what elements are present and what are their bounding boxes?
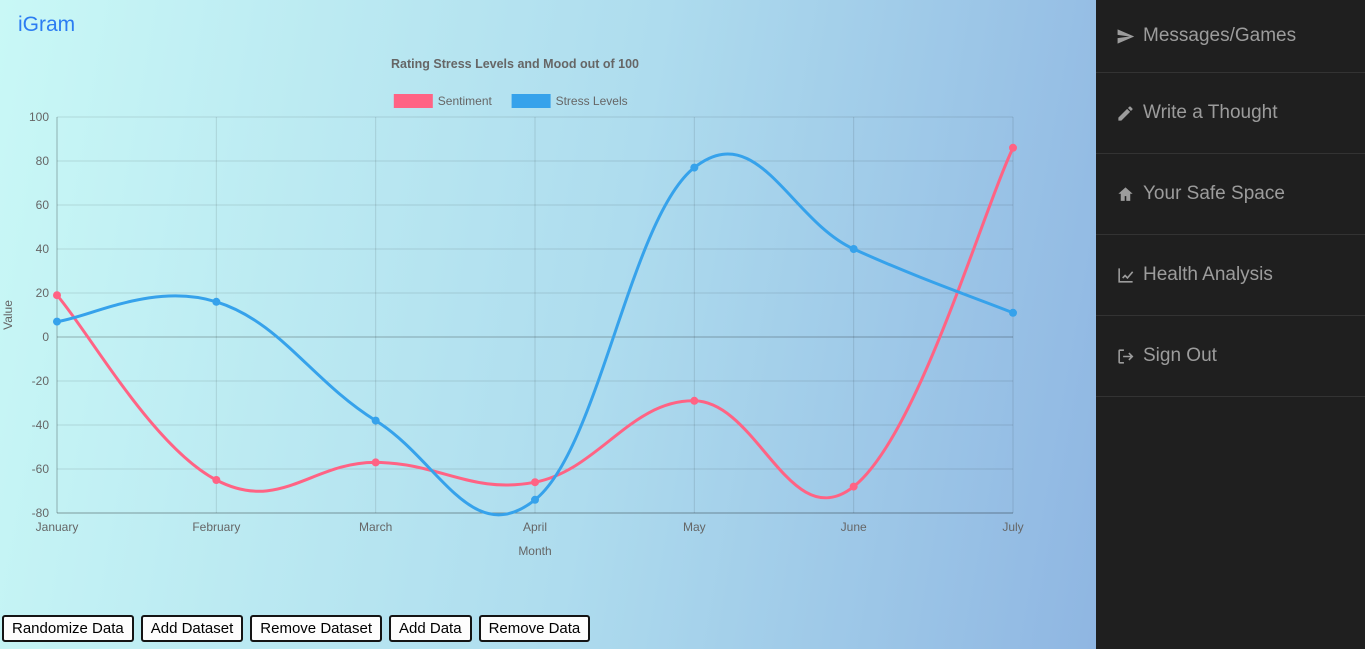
sidebar-item-label: Your Safe Space bbox=[1143, 183, 1285, 204]
randomize-data-button[interactable]: Randomize Data bbox=[2, 615, 134, 642]
sidebar-item-your-safe-space[interactable]: Your Safe Space bbox=[1096, 154, 1365, 235]
svg-text:-80: -80 bbox=[32, 506, 50, 520]
svg-text:40: 40 bbox=[36, 242, 50, 256]
svg-text:Sentiment: Sentiment bbox=[438, 94, 493, 108]
svg-text:May: May bbox=[683, 520, 706, 534]
sidebar-item-health-analysis[interactable]: Health Analysis bbox=[1096, 235, 1365, 316]
remove-dataset-button[interactable]: Remove Dataset bbox=[250, 615, 383, 642]
chart-toolbar: Randomize Data Add Dataset Remove Datase… bbox=[2, 615, 591, 642]
add-data-button[interactable]: Add Data bbox=[389, 615, 472, 642]
svg-text:January: January bbox=[36, 520, 79, 534]
svg-text:20: 20 bbox=[36, 286, 50, 300]
add-dataset-button[interactable]: Add Dataset bbox=[140, 615, 244, 642]
sidebar-item-write-a-thought[interactable]: Write a Thought bbox=[1096, 73, 1365, 154]
sign-out-icon bbox=[1116, 347, 1135, 366]
svg-text:March: March bbox=[359, 520, 392, 534]
sidebar-item-label: Write a Thought bbox=[1143, 102, 1278, 123]
main-content: iGram -80 -60 -40 -20 0 20 40 60 80 100 January Feb… bbox=[0, 0, 1096, 649]
sidebar-item-messages-games[interactable]: Messages/Games bbox=[1096, 0, 1365, 73]
brand-link[interactable]: iGram bbox=[18, 13, 76, 36]
svg-text:February: February bbox=[192, 520, 240, 534]
mood-stress-chart: -80 -60 -40 -20 0 20 40 60 80 100 January February M… bbox=[0, 28, 1060, 568]
remove-data-button[interactable]: Remove Data bbox=[478, 615, 591, 642]
svg-text:-20: -20 bbox=[32, 374, 50, 388]
svg-text:80: 80 bbox=[36, 154, 50, 168]
sidebar-item-sign-out[interactable]: Sign Out bbox=[1096, 316, 1365, 397]
sidebar-nav: Messages/Games Write a Thought Your Safe… bbox=[1096, 0, 1365, 649]
sidebar-item-label: Health Analysis bbox=[1143, 264, 1273, 285]
paper-plane-icon bbox=[1116, 27, 1135, 46]
svg-text:Stress Levels: Stress Levels bbox=[556, 94, 628, 108]
svg-text:June: June bbox=[841, 520, 867, 534]
svg-text:0: 0 bbox=[42, 330, 49, 344]
svg-text:100: 100 bbox=[29, 110, 49, 124]
svg-text:April: April bbox=[523, 520, 547, 534]
svg-text:60: 60 bbox=[36, 198, 50, 212]
svg-text:July: July bbox=[1002, 520, 1023, 534]
svg-text:Value: Value bbox=[1, 300, 15, 330]
sidebar-item-label: Messages/Games bbox=[1143, 25, 1297, 46]
health-chart-svg[interactable]: -80 -60 -40 -20 0 20 40 60 80 100 January February M… bbox=[0, 28, 1060, 568]
pencil-icon bbox=[1116, 104, 1135, 123]
svg-text:-60: -60 bbox=[32, 462, 50, 476]
sidebar-item-label: Sign Out bbox=[1143, 345, 1217, 366]
chart-line-icon bbox=[1116, 266, 1135, 285]
svg-text:Month: Month bbox=[518, 544, 551, 558]
svg-text:-40: -40 bbox=[32, 418, 50, 432]
svg-text:Rating Stress Levels and Mood: Rating Stress Levels and Mood out of 100 bbox=[391, 57, 639, 71]
home-icon bbox=[1116, 185, 1135, 204]
